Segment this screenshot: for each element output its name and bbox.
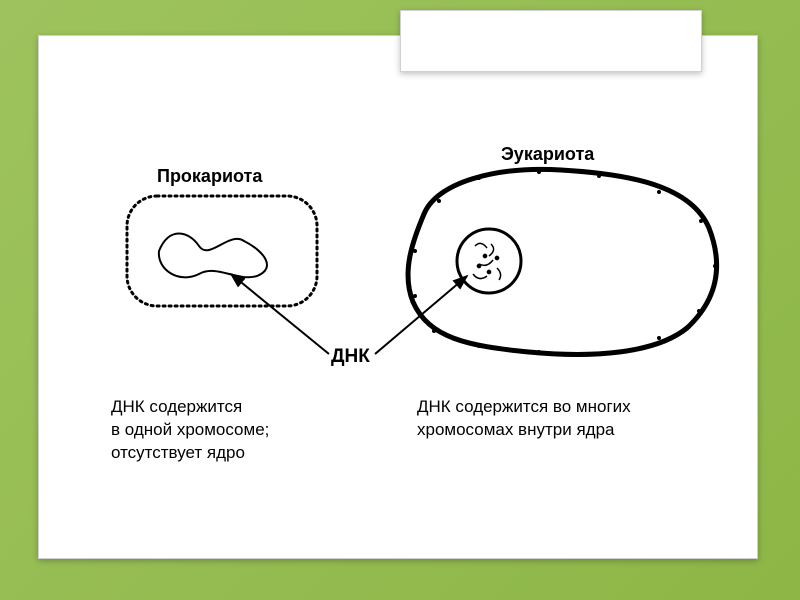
arrow-to-prokaryote-dna	[231, 274, 329, 354]
eukaryote-description: ДНК содержится во многих хромосомах внут…	[417, 396, 631, 442]
main-content-card: Прокариота Эукариота ДНК ДНК содержится …	[38, 35, 758, 559]
prokaryote-description: ДНК содержится в одной хромосоме; отсутс…	[111, 396, 269, 465]
central-dna-label: ДНК	[331, 346, 370, 368]
eukaryote-title: Эукариота	[501, 144, 594, 165]
title-placeholder-card	[400, 10, 702, 72]
prokaryote-title: Прокариота	[157, 166, 262, 187]
diagram-area: Прокариота Эукариота ДНК ДНК содержится …	[39, 36, 757, 558]
arrows	[39, 36, 757, 558]
arrow-to-eukaryote-nucleus	[375, 276, 467, 354]
